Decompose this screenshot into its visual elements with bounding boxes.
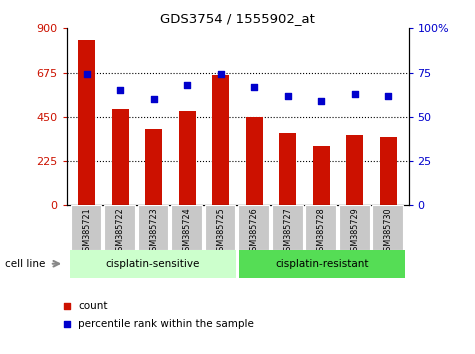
Bar [313, 146, 330, 205]
Text: GSM385722: GSM385722 [115, 207, 124, 256]
Text: GDS3754 / 1555902_at: GDS3754 / 1555902_at [160, 12, 315, 25]
Bar [138, 205, 169, 250]
Text: GSM385723: GSM385723 [149, 207, 158, 256]
Bar [246, 117, 263, 205]
Bar [104, 205, 135, 250]
Bar [145, 129, 162, 205]
Bar [346, 135, 363, 205]
Text: GSM385725: GSM385725 [216, 207, 225, 256]
Point [63, 321, 70, 327]
Bar [212, 75, 229, 205]
Bar [238, 205, 269, 250]
Bar [272, 205, 303, 250]
Bar [380, 137, 397, 205]
Bar [305, 205, 336, 250]
Point [284, 93, 292, 98]
Bar [279, 132, 296, 205]
Point [150, 96, 158, 102]
Text: GSM385729: GSM385729 [351, 207, 360, 256]
Point [183, 82, 191, 88]
Text: cell line: cell line [5, 259, 45, 269]
Text: GSM385727: GSM385727 [283, 207, 292, 256]
Text: GSM385721: GSM385721 [82, 207, 91, 256]
Point [63, 303, 70, 309]
Bar [339, 205, 370, 250]
Point [317, 98, 325, 104]
Point [250, 84, 258, 90]
Point [217, 72, 225, 77]
Text: GSM385726: GSM385726 [250, 207, 259, 256]
Bar [70, 250, 236, 278]
Point [351, 91, 359, 97]
Bar [205, 205, 236, 250]
Bar [70, 205, 101, 250]
Bar [239, 250, 406, 278]
Point [83, 72, 90, 77]
Point [385, 93, 392, 98]
Bar [372, 205, 403, 250]
Text: GSM385728: GSM385728 [317, 207, 326, 256]
Text: cisplatin-resistant: cisplatin-resistant [276, 259, 369, 269]
Point [116, 87, 124, 93]
Bar [171, 205, 202, 250]
Text: count: count [78, 301, 108, 311]
Bar [112, 109, 129, 205]
Bar [179, 111, 196, 205]
Bar [78, 40, 95, 205]
Text: cisplatin-sensitive: cisplatin-sensitive [106, 259, 200, 269]
Text: percentile rank within the sample: percentile rank within the sample [78, 319, 254, 329]
Text: GSM385730: GSM385730 [384, 207, 393, 256]
Text: GSM385724: GSM385724 [183, 207, 192, 256]
